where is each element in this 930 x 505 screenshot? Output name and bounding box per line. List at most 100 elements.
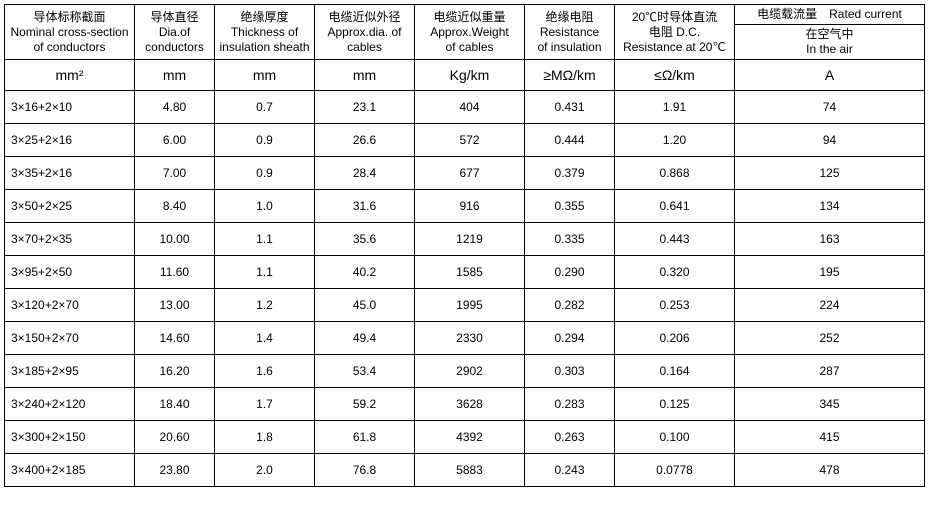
cell: 53.4 xyxy=(315,355,415,388)
cell: 0.443 xyxy=(615,223,735,256)
cell: 287 xyxy=(735,355,925,388)
cell: 3×185+2×95 xyxy=(5,355,135,388)
table-row: 3×185+2×9516.201.653.429020.3030.164287 xyxy=(5,355,925,388)
cell: 0.444 xyxy=(525,124,615,157)
cell: 2330 xyxy=(415,322,525,355)
hdr-rated-current: 电缆载流量 Rated current 在空气中 In the air xyxy=(735,5,925,60)
cell: 0.9 xyxy=(215,157,315,190)
cell: 26.6 xyxy=(315,124,415,157)
cell: 3×95+2×50 xyxy=(5,256,135,289)
unit-kgkm: Kg/km xyxy=(415,60,525,91)
cell: 28.4 xyxy=(315,157,415,190)
cell: 8.40 xyxy=(135,190,215,223)
hdr-diameter: 导体直径 Dia.of conductors xyxy=(135,5,215,60)
table-row: 3×16+2×104.800.723.14040.4311.9174 xyxy=(5,91,925,124)
cell: 3×120+2×70 xyxy=(5,289,135,322)
cell: 1.2 xyxy=(215,289,315,322)
cell: 13.00 xyxy=(135,289,215,322)
hdr-en2: of conductors xyxy=(33,40,105,54)
unit-mm: mm xyxy=(135,60,215,91)
cell: 0.303 xyxy=(525,355,615,388)
hdr-insulation-resistance: 绝缘电阻 Resistance of insulation xyxy=(525,5,615,60)
table-row: 3×25+2×166.000.926.65720.4441.2094 xyxy=(5,124,925,157)
cell: 1995 xyxy=(415,289,525,322)
table-row: 3×35+2×167.000.928.46770.3790.868125 xyxy=(5,157,925,190)
unit-mm2: mm² xyxy=(5,60,135,91)
cell: 134 xyxy=(735,190,925,223)
cell: 0.263 xyxy=(525,421,615,454)
hdr-rated-top: 电缆载流量 Rated current xyxy=(735,5,924,25)
cell: 0.320 xyxy=(615,256,735,289)
cell: 0.355 xyxy=(525,190,615,223)
unit-a: A xyxy=(735,60,925,91)
cell: 0.100 xyxy=(615,421,735,454)
table-row: 3×400+2×18523.802.076.858830.2430.077847… xyxy=(5,454,925,487)
cell: 0.243 xyxy=(525,454,615,487)
unit-mohmkm: ≥MΩ/km xyxy=(525,60,615,91)
cell: 61.8 xyxy=(315,421,415,454)
cell: 0.294 xyxy=(525,322,615,355)
cell: 404 xyxy=(415,91,525,124)
hdr-approx-dia: 电缆近似外径 Approx.dia. of cables xyxy=(315,5,415,60)
cell: 2902 xyxy=(415,355,525,388)
cell: 3×16+2×10 xyxy=(5,91,135,124)
cell: 0.0778 xyxy=(615,454,735,487)
cell: 0.7 xyxy=(215,91,315,124)
cell: 18.40 xyxy=(135,388,215,421)
cell: 125 xyxy=(735,157,925,190)
cell: 252 xyxy=(735,322,925,355)
hdr-rated-sub: 在空气中 In the air xyxy=(735,25,924,59)
cell: 1219 xyxy=(415,223,525,256)
cell: 3×25+2×16 xyxy=(5,124,135,157)
cell: 3628 xyxy=(415,388,525,421)
cell: 1.91 xyxy=(615,91,735,124)
cell: 3×150+2×70 xyxy=(5,322,135,355)
table-row: 3×120+2×7013.001.245.019950.2820.253224 xyxy=(5,289,925,322)
hdr-cross-section: 导体标称截面 Nominal cross-section of conducto… xyxy=(5,5,135,60)
unit-ohmkm: ≤Ω/km xyxy=(615,60,735,91)
cell: 1.1 xyxy=(215,256,315,289)
table-row: 3×50+2×258.401.031.69160.3550.641134 xyxy=(5,190,925,223)
cell: 0.868 xyxy=(615,157,735,190)
cell: 0.290 xyxy=(525,256,615,289)
cell: 2.0 xyxy=(215,454,315,487)
cell: 11.60 xyxy=(135,256,215,289)
cell: 76.8 xyxy=(315,454,415,487)
cell: 35.6 xyxy=(315,223,415,256)
cell: 0.283 xyxy=(525,388,615,421)
cell: 163 xyxy=(735,223,925,256)
cell: 59.2 xyxy=(315,388,415,421)
cell: 3×35+2×16 xyxy=(5,157,135,190)
cell: 1.6 xyxy=(215,355,315,388)
cell: 0.125 xyxy=(615,388,735,421)
cell: 14.60 xyxy=(135,322,215,355)
cell: 23.80 xyxy=(135,454,215,487)
cell: 1.20 xyxy=(615,124,735,157)
cell: 6.00 xyxy=(135,124,215,157)
cell: 0.253 xyxy=(615,289,735,322)
cell: 3×240+2×120 xyxy=(5,388,135,421)
cell: 0.164 xyxy=(615,355,735,388)
cell: 1.7 xyxy=(215,388,315,421)
cell: 1585 xyxy=(415,256,525,289)
cell: 1.4 xyxy=(215,322,315,355)
cell: 23.1 xyxy=(315,91,415,124)
cell: 49.4 xyxy=(315,322,415,355)
hdr-insulation-thickness: 绝缘厚度 Thickness of insulation sheath xyxy=(215,5,315,60)
cell: 3×70+2×35 xyxy=(5,223,135,256)
cell: 7.00 xyxy=(135,157,215,190)
hdr-en1: Nominal cross-section xyxy=(10,25,128,39)
cell: 0.335 xyxy=(525,223,615,256)
cell: 0.206 xyxy=(615,322,735,355)
header-row: 导体标称截面 Nominal cross-section of conducto… xyxy=(5,5,925,60)
hdr-cn: 导体标称截面 xyxy=(33,10,105,24)
cell: 1.8 xyxy=(215,421,315,454)
cell: 16.20 xyxy=(135,355,215,388)
cell: 195 xyxy=(735,256,925,289)
cell: 0.282 xyxy=(525,289,615,322)
cell: 40.2 xyxy=(315,256,415,289)
cell: 415 xyxy=(735,421,925,454)
cell: 31.6 xyxy=(315,190,415,223)
cell: 0.379 xyxy=(525,157,615,190)
cell: 345 xyxy=(735,388,925,421)
